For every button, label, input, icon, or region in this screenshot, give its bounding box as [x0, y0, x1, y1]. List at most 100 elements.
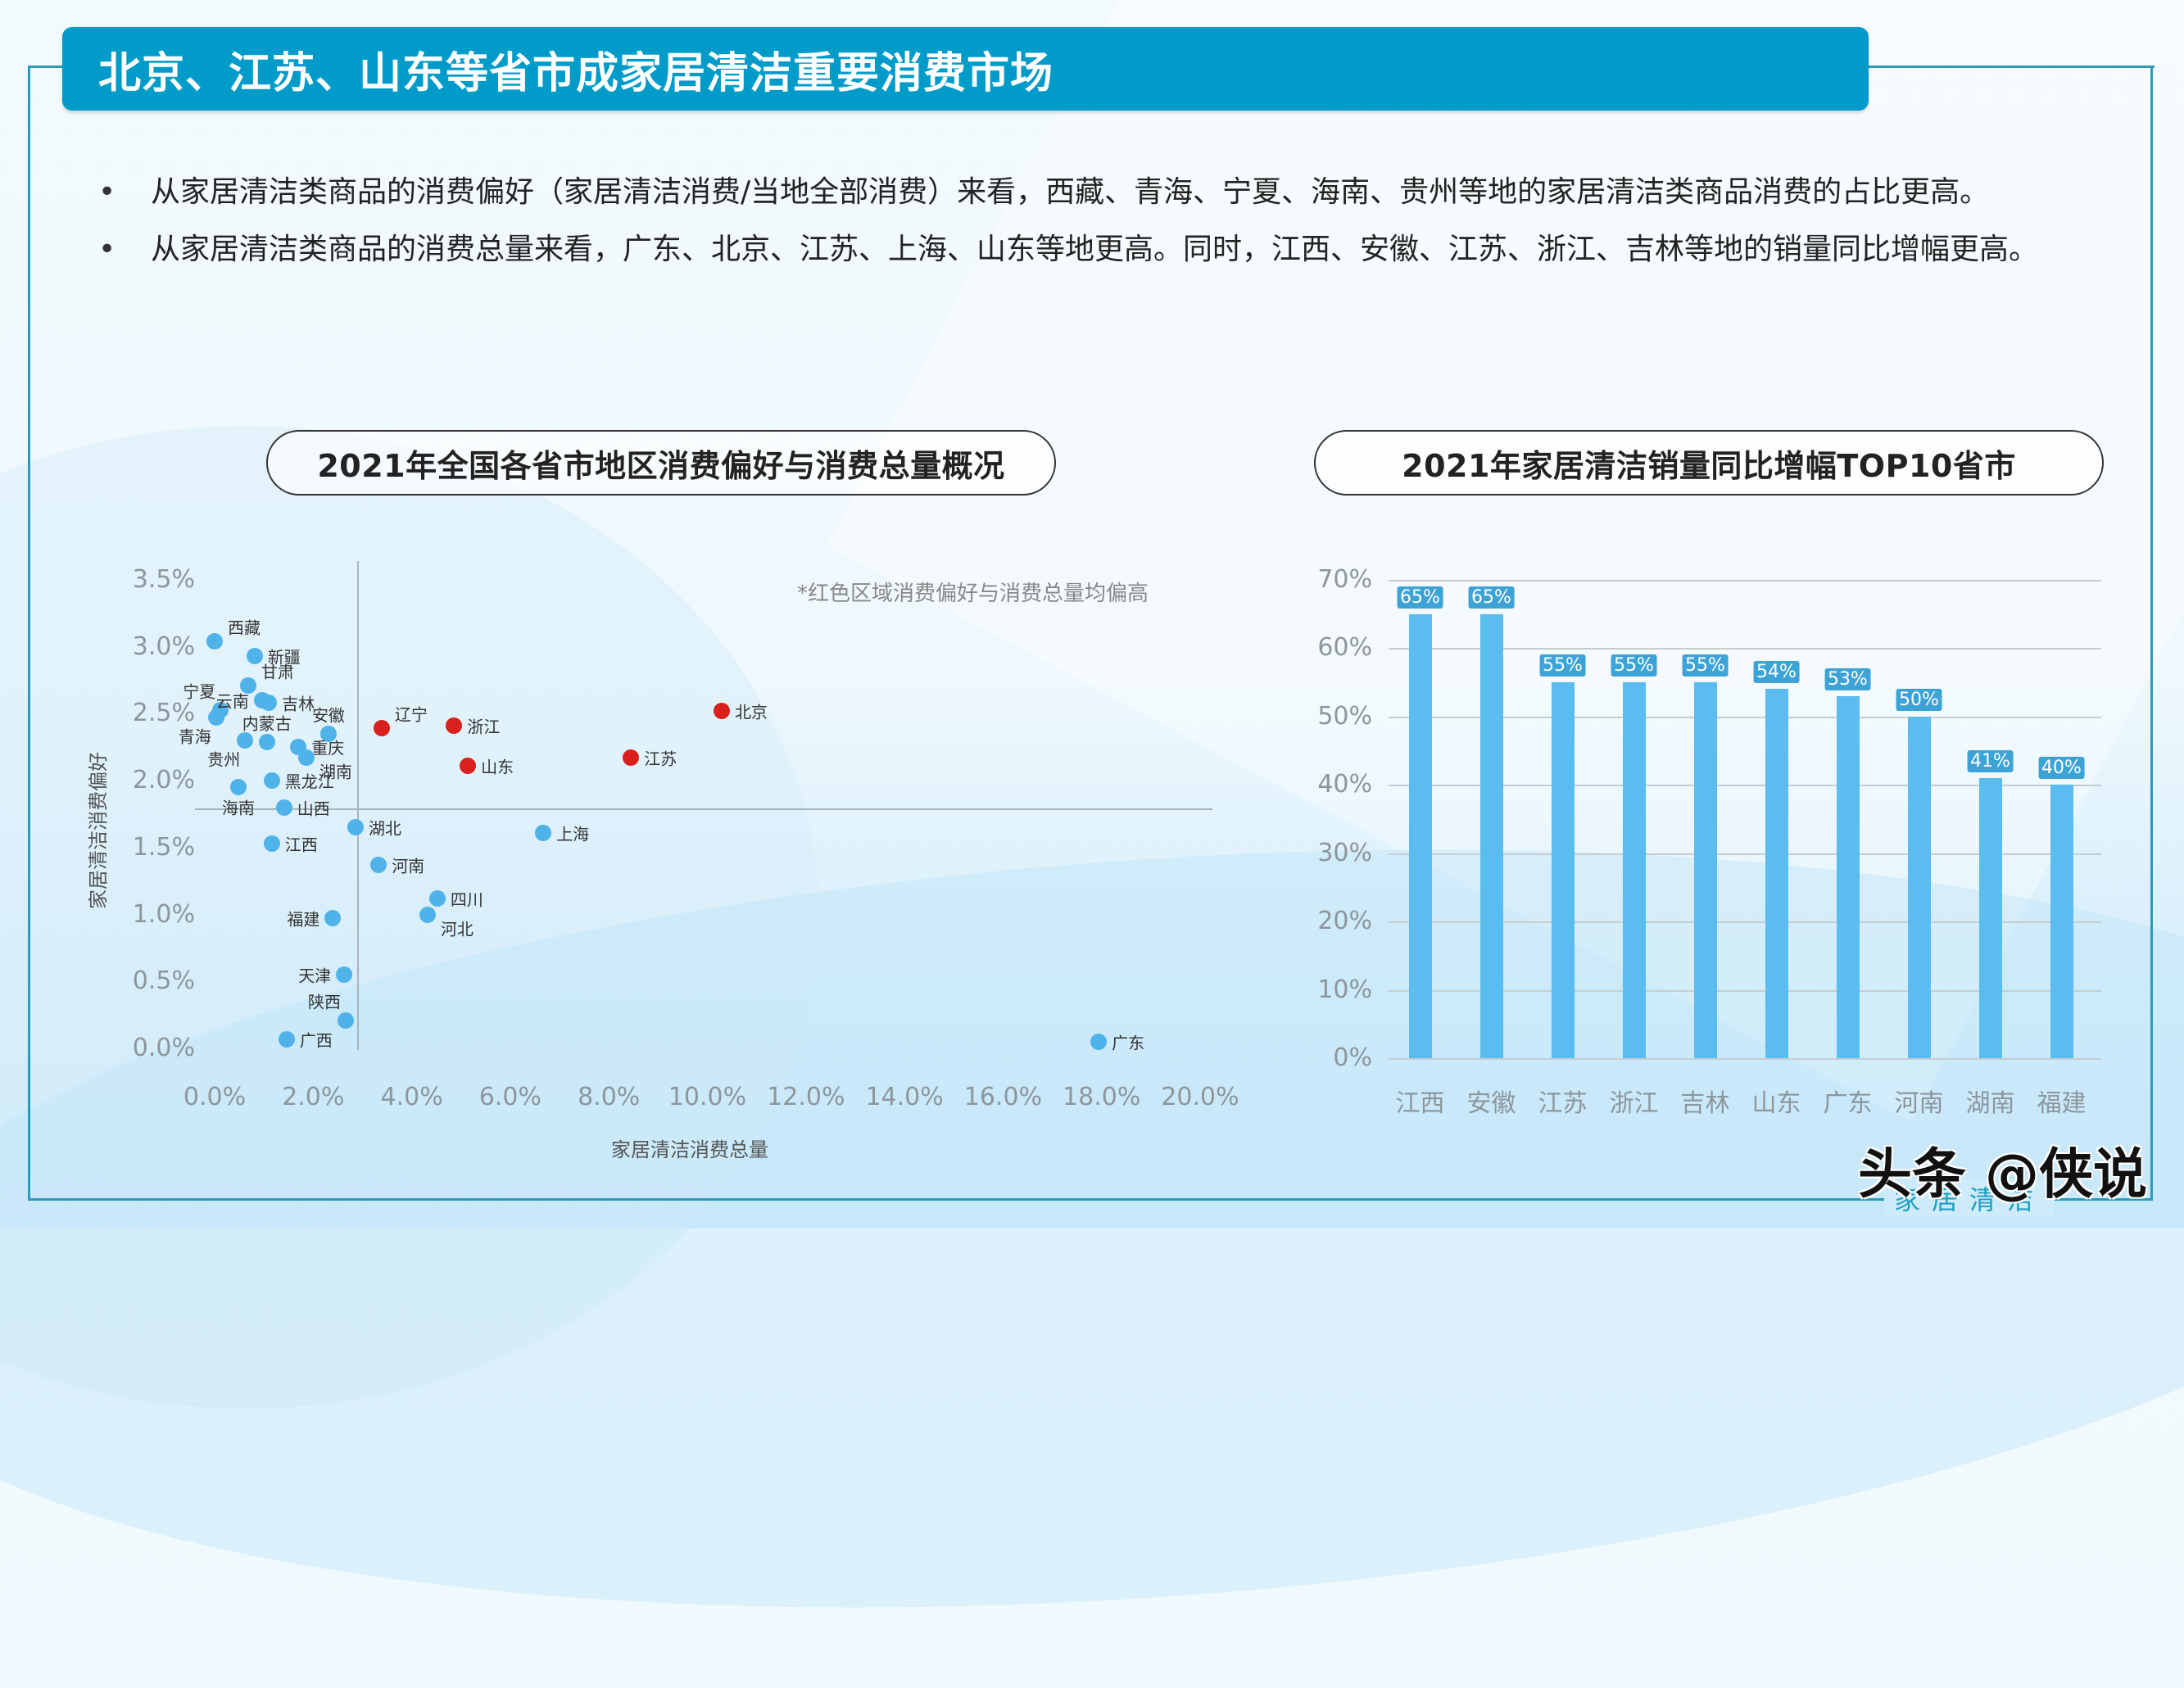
scatter-point-label: 西藏 [228, 618, 261, 638]
scatter-point [237, 732, 254, 749]
bar-y-tick: 0% [1333, 1043, 1372, 1072]
scatter-point [263, 835, 280, 852]
scatter-point [446, 717, 463, 735]
scatter-point [207, 709, 224, 726]
bar-y-tick: 70% [1317, 565, 1372, 594]
scatter-point-label: 湖南 [319, 762, 352, 782]
bar-chart-title: 2021年家居清洁销量同比增幅TOP10省市 [1314, 430, 2104, 496]
bar-y-tick: 10% [1317, 975, 1372, 1004]
bar [1907, 716, 1931, 1058]
scatter-y-tick: 2.0% [132, 766, 195, 795]
scatter-point-label: 甘肃 [261, 662, 294, 682]
bar-category-label: 浙江 [1609, 1089, 1659, 1118]
scatter-point-label: 宁夏 [183, 681, 216, 702]
page-frame-top-left [28, 66, 69, 68]
page-title: 北京、江苏、山东等省市成家居清洁重要消费市场 [98, 49, 1054, 98]
scatter-point-label: 湖北 [369, 818, 402, 839]
bar-gridline [1389, 580, 2101, 582]
bar-value-label: 55% [1539, 654, 1586, 677]
scatter-y-tick: 1.5% [132, 832, 195, 862]
scatter-x-tick: 2.0% [282, 1083, 345, 1111]
bar-category-label: 江西 [1395, 1089, 1445, 1118]
scatter-point [623, 749, 640, 767]
bar [1978, 777, 2002, 1058]
footer-tag: 家居清洁 [1884, 1179, 2055, 1217]
bar-category-label: 河南 [1894, 1089, 1944, 1118]
scatter-x-tick: 14.0% [865, 1083, 944, 1111]
scatter-point [713, 703, 730, 720]
bar-gridline [1389, 1058, 2101, 1060]
scatter-x-tick: 18.0% [1063, 1083, 1141, 1111]
page-frame [28, 66, 2153, 1201]
bar-category-label: 山东 [1751, 1089, 1801, 1118]
bar-category-label: 安徽 [1466, 1089, 1516, 1118]
scatter-point [263, 772, 280, 790]
page-frame-top [1868, 66, 2155, 68]
bar-gridline [1389, 648, 2101, 650]
scatter-point [535, 824, 552, 841]
scatter-point-label: 海南 [221, 798, 255, 818]
bar-chart-title-text: 2021年家居清洁销量同比增幅TOP10省市 [1402, 447, 2016, 484]
scatter-point-label: 安徽 [311, 705, 345, 726]
bar-y-tick: 50% [1317, 701, 1372, 731]
scatter-point [206, 633, 223, 650]
scatter-point-label: 福建 [287, 909, 320, 930]
watermark: 头条 @侠说 [1858, 1143, 2147, 1206]
bar-category-label: 江苏 [1538, 1089, 1588, 1118]
scatter-point-label: 江苏 [644, 749, 677, 769]
bar-gridline [1389, 853, 2101, 855]
scatter-y-tick: 1.0% [132, 899, 195, 929]
scatter-x-tick: 10.0% [668, 1083, 747, 1111]
scatter-point-label: 山西 [297, 799, 330, 819]
bar-category-label: 福建 [2037, 1089, 2087, 1118]
scatter-point [347, 819, 365, 836]
bullet-dot-icon: • [98, 233, 116, 266]
bar-y-tick: 20% [1317, 907, 1372, 936]
bar-value-label: 53% [1824, 668, 1871, 690]
scatter-point-label: 陕西 [307, 992, 341, 1012]
bar [1479, 613, 1503, 1058]
bar-gridline [1389, 785, 2101, 787]
scatter-point [419, 906, 436, 923]
scatter-x-axis-title: 家居清洁消费总量 [611, 1138, 768, 1161]
scatter-point [324, 910, 342, 927]
bar-value-label: 41% [1967, 749, 2014, 772]
scatter-y-tick: 0.5% [132, 966, 195, 996]
scatter-point-label: 北京 [734, 702, 768, 722]
scatter-point-label: 天津 [298, 966, 332, 986]
scatter-point-label: 山东 [481, 757, 514, 777]
scatter-point [258, 733, 275, 750]
scatter-point [261, 695, 278, 712]
scatter-point-label: 广东 [1112, 1033, 1145, 1053]
scatter-point [373, 720, 390, 737]
scatter-point [229, 779, 247, 796]
bullet-text: 从家居清洁类商品的消费偏好（家居清洁消费/当地全部消费）来看，西藏、青海、宁夏、… [151, 175, 1990, 209]
bar [1765, 689, 1788, 1058]
scatter-point-label: 广西 [299, 1030, 333, 1051]
bullet-item: • 从家居清洁类商品的消费总量来看，广东、北京、江苏、上海、山东等地更高。同时，… [90, 221, 2105, 278]
bullet-dot-icon: • [98, 175, 116, 209]
scatter-point-label: 江西 [284, 835, 318, 855]
scatter-x-tick: 20.0% [1161, 1083, 1239, 1111]
scatter-point-label: 吉林 [282, 694, 315, 714]
summary-bullets: • 从家居清洁类商品的消费偏好（家居清洁消费/当地全部消费）来看，西藏、青海、宁… [90, 164, 2105, 278]
scatter-point-label: 四川 [450, 889, 483, 910]
bar [1836, 695, 1860, 1058]
bar-gridline [1389, 921, 2101, 924]
bullet-item: • 从家居清洁类商品的消费偏好（家居清洁消费/当地全部消费）来看，西藏、青海、宁… [90, 164, 2105, 221]
bar [1693, 682, 1717, 1058]
scatter-point-label: 新疆 [267, 647, 301, 668]
scatter-point [239, 677, 256, 695]
bar-value-label: 65% [1397, 586, 1443, 609]
bar-value-label: 54% [1753, 661, 1800, 684]
bar [1622, 682, 1646, 1058]
scatter-point [1090, 1033, 1108, 1050]
scatter-x-tick: 16.0% [963, 1083, 1043, 1111]
bar-category-label: 吉林 [1680, 1089, 1730, 1118]
bullet-text: 从家居清洁类商品的消费总量来看，广东、北京、江苏、上海、山东等地更高。同时，江西… [151, 233, 2039, 266]
scatter-point-label: 重庆 [311, 738, 345, 758]
bar-value-label: 50% [1896, 688, 1942, 711]
scatter-point [460, 758, 477, 775]
bar-gridline [1389, 716, 2101, 718]
bar-y-tick: 40% [1317, 770, 1372, 799]
